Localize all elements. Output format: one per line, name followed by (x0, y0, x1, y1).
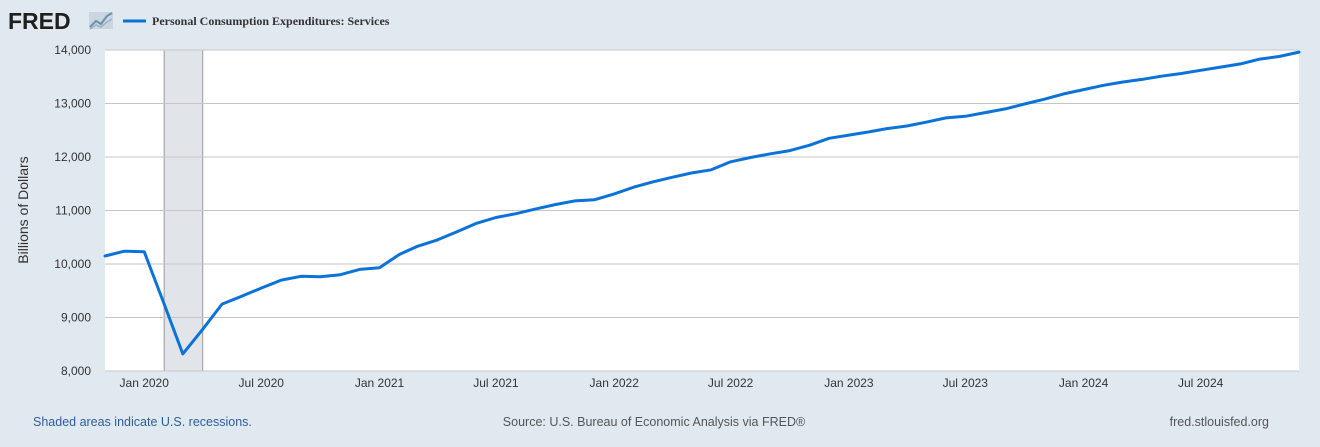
y-tick-label: 11,000 (55, 204, 91, 218)
y-tick-label: 8,000 (61, 364, 91, 378)
y-axis-title: Billions of Dollars (15, 156, 31, 263)
source-note: Source: U.S. Bureau of Economic Analysis… (503, 415, 806, 429)
legend-series-label: Personal Consumption Expenditures: Servi… (152, 14, 390, 28)
x-tick-label: Jan 2022 (590, 376, 640, 390)
x-tick-label: Jan 2024 (1059, 376, 1109, 390)
x-tick-label: Jan 2023 (824, 376, 874, 390)
x-tick-label: Jul 2024 (1178, 376, 1224, 390)
x-tick-label: Jul 2022 (708, 376, 754, 390)
fred-logo[interactable]: FRED (8, 8, 113, 34)
x-tick-label: Jan 2020 (120, 376, 170, 390)
x-tick-label: Jan 2021 (355, 376, 405, 390)
x-tick-label: Jul 2023 (943, 376, 989, 390)
series-line-layer (103, 50, 1301, 356)
fred-chart-logo-icon (89, 12, 113, 30)
y-tick-label: 10,000 (54, 257, 91, 271)
x-tick-label: Jul 2020 (239, 376, 285, 390)
site-link[interactable]: fred.stlouisfed.org (1170, 415, 1269, 429)
fred-logo-text: FRED (8, 8, 71, 34)
x-tick-labels: Jan 2020 Jul 2020 Jan 2021 Jul 2021 Jan 2022… (120, 376, 1224, 390)
y-gridlines (105, 49, 1299, 372)
y-tick-label: 12,000 (54, 150, 91, 164)
y-tick-label: 13,000 (54, 97, 91, 111)
x-tick-label: Jul 2021 (473, 376, 519, 390)
y-tick-label: 14,000 (54, 43, 91, 57)
y-tick-labels: 8,000 9,000 10,000 11,000 12,000 13,000 14,000 (54, 43, 91, 378)
series-line[interactable] (103, 50, 1301, 356)
recession-note[interactable]: Shaded areas indicate U.S. recessions. (33, 415, 252, 429)
y-tick-label: 9,000 (61, 311, 91, 325)
legend: Personal Consumption Expenditures: Servi… (123, 14, 390, 28)
